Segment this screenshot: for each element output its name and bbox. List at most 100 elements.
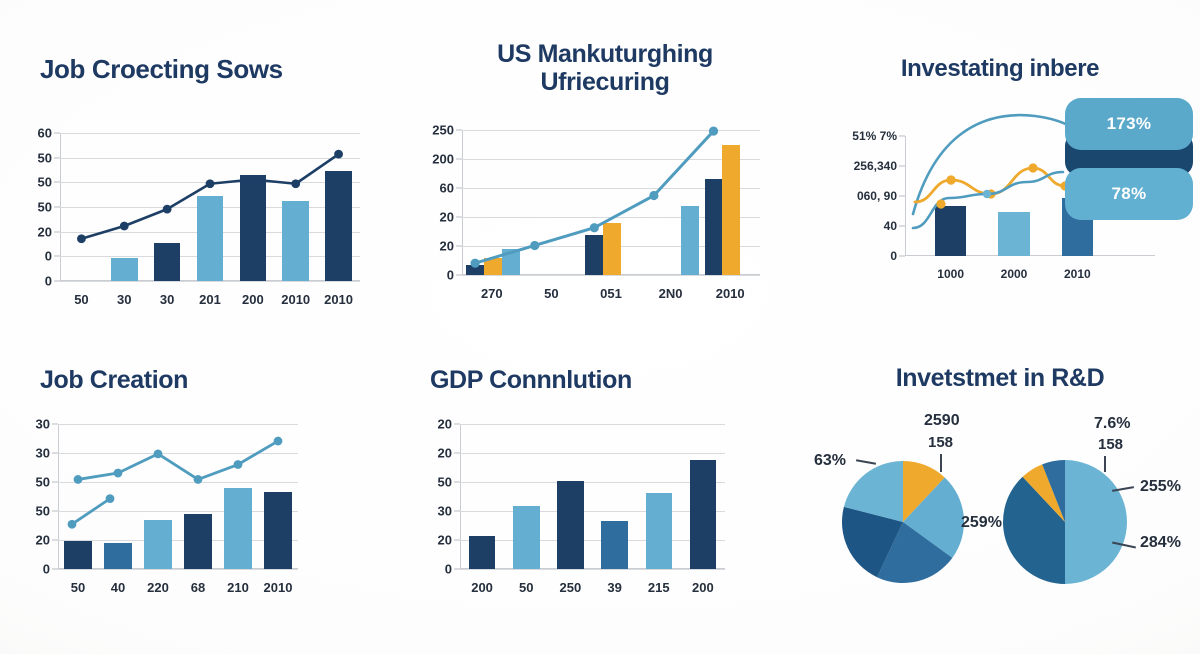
y-tick-mark	[899, 255, 905, 257]
bar	[484, 257, 502, 275]
gridline	[462, 159, 760, 160]
y-tick-label: 20	[437, 416, 452, 432]
y-tick-mark	[454, 452, 460, 454]
bar	[264, 492, 292, 569]
y-tick-label: 30	[35, 416, 50, 432]
y-tick-label: 20	[37, 224, 52, 240]
bar	[184, 513, 212, 569]
gridline	[58, 453, 298, 454]
y-tick-mark	[52, 423, 58, 425]
panel-job-creating-sows: Job Croecting Sows 60 50 50 50 20 0 0 50 30 30 20…	[0, 0, 400, 348]
y-tick-label: 0	[44, 273, 52, 289]
panel-title-rnd: Invetstmet in R&D	[895, 364, 1105, 392]
x-tick-label: 50	[519, 580, 534, 595]
x-tick-label: 270	[480, 286, 503, 301]
pie-slice	[843, 461, 903, 522]
chart-gdp: 20 20 50 30 20 0 200 50 250 39 215 200	[438, 417, 725, 595]
y-tick-label: 0	[44, 248, 52, 264]
bar	[722, 144, 741, 275]
trend-line	[67, 436, 283, 529]
y-tick-label: 20	[437, 445, 452, 461]
bar	[466, 265, 485, 275]
y-tick-label: 60	[439, 180, 454, 196]
gridline	[58, 424, 298, 425]
bar	[689, 460, 717, 569]
y-tick-mark	[54, 255, 60, 257]
x-tick-label: 2010	[263, 580, 293, 595]
chart-job-creation: 30 30 50 50 20 0 50 40 220 68 210 2010	[36, 417, 298, 595]
x-tick-label: 30	[117, 292, 132, 307]
y-axis	[58, 424, 59, 569]
bar	[585, 234, 604, 275]
x-tick-label: 220	[147, 580, 169, 595]
gridline	[460, 482, 725, 483]
panel-rnd: Invetstmet in R&D 2590 158 63% 259% 7.6%…	[800, 348, 1200, 654]
bar	[104, 542, 132, 569]
gridline	[462, 130, 760, 131]
callout-badge-173-label: 173%	[1106, 114, 1152, 133]
y-tick-mark	[456, 216, 462, 218]
y-tick-mark	[454, 539, 460, 541]
bar	[239, 175, 267, 281]
gridline	[58, 482, 298, 483]
y-tick-label: 50	[35, 474, 50, 490]
y-tick-label: 20	[437, 532, 452, 548]
callout-badge-173[interactable]: 173%	[1065, 98, 1193, 150]
y-tick-label: 060, 90	[856, 189, 897, 203]
bar	[645, 493, 672, 569]
chart-us-manufacturing: 250 200 60 20 20 0 270 50 051 2N0 2010	[432, 123, 760, 301]
y-tick-label: 30	[437, 503, 452, 519]
x-tick-label: 30	[159, 292, 175, 307]
panel-gdp: GDP Connnlution 20 20 50 30 20 0 200 50 250 39 21…	[400, 348, 800, 654]
gridline	[58, 511, 298, 512]
bar	[64, 541, 92, 569]
y-tick-mark	[52, 568, 58, 570]
panel-investing: Investating inbere 51% 7% 256,340 060, 90 4…	[800, 0, 1200, 348]
pie-slice	[1042, 460, 1065, 522]
gridline	[460, 424, 725, 425]
bar	[704, 179, 723, 275]
y-tick-mark	[54, 157, 60, 159]
gridline	[462, 275, 760, 276]
panel-us-manufacturing: US Mankuturghing Ufriecuring 250 200 60 20 2…	[400, 0, 800, 348]
y-tick-label: 256,340	[853, 159, 897, 173]
y-tick-mark	[456, 245, 462, 247]
bar	[111, 257, 138, 281]
bar	[603, 222, 622, 275]
pie-right-annotation-284: 284%	[1140, 534, 1181, 551]
callout-badge-78[interactable]: 78%	[1065, 168, 1193, 220]
y-tick-label: 0	[446, 267, 454, 283]
panel-title-job-creating-sows: Job Croecting Sows	[40, 54, 283, 84]
x-tick-label: 2000	[1000, 267, 1028, 281]
y-tick-mark	[454, 568, 460, 570]
pie-left-annotation-2590: 2590	[924, 412, 960, 429]
y-tick-label: 0	[444, 561, 452, 577]
bar	[282, 200, 309, 281]
bar	[144, 519, 172, 569]
gridline	[460, 511, 725, 512]
bar	[934, 206, 967, 256]
pie-left-annotation-259: 259%	[961, 514, 1002, 531]
gridline	[60, 133, 360, 134]
y-tick-label: 50	[37, 150, 52, 166]
pie-slice	[903, 461, 945, 522]
y-tick-mark	[456, 129, 462, 131]
y-tick-label: 200	[432, 151, 454, 167]
pie-slice	[1022, 464, 1065, 522]
x-tick-label: 250	[559, 580, 582, 595]
y-tick-mark	[54, 181, 60, 183]
gridline	[60, 182, 360, 184]
y-tick-mark	[52, 452, 58, 454]
gridline	[60, 157, 360, 159]
pie-right-annotation-76: 7.6%	[1094, 415, 1131, 432]
x-tick-label: 40	[110, 580, 126, 595]
y-tick-label: 250	[432, 122, 454, 138]
gridline	[460, 453, 725, 454]
panel-title-investing: Investating inbere	[900, 55, 1100, 82]
bar	[325, 171, 352, 281]
x-tick-label: 2N0	[658, 286, 683, 301]
y-tick-label: 30	[35, 445, 50, 461]
y-tick-mark	[454, 481, 460, 483]
x-axis	[905, 255, 1155, 256]
